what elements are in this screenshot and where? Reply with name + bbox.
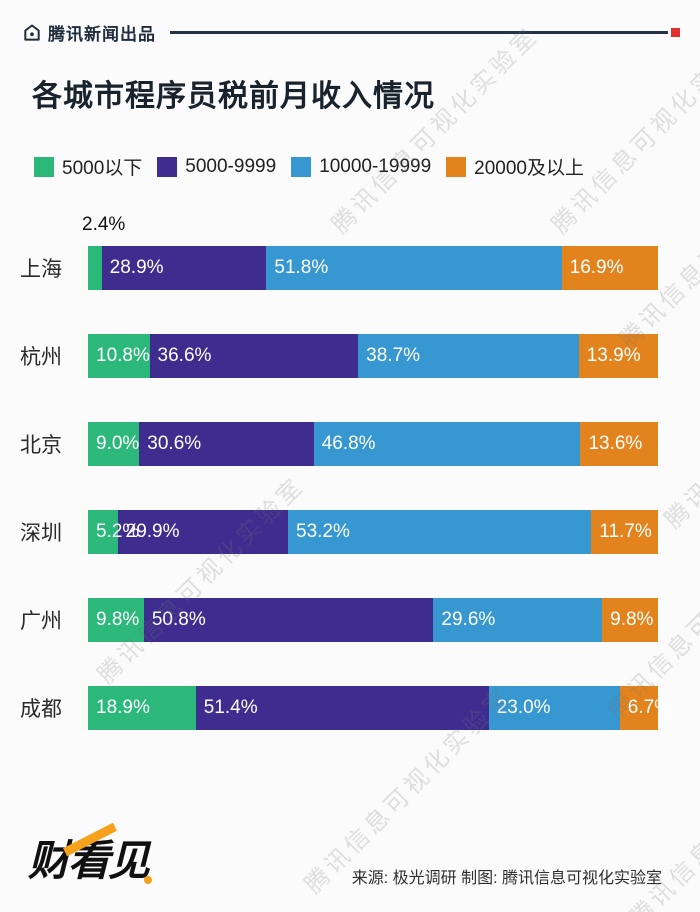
segment-label: 10.8% xyxy=(96,345,150,366)
segment-label: 6.7% xyxy=(627,697,672,718)
segment-label: 46.8% xyxy=(321,433,376,454)
legend-item: 5000以下 xyxy=(34,153,142,180)
brand-text: 腾讯新闻出品 xyxy=(48,25,156,44)
tencent-news-icon xyxy=(22,23,42,43)
watermark-text: 腾讯信息可视化实验室 xyxy=(326,21,545,240)
brand: 腾讯新闻出品 xyxy=(22,20,156,45)
city-label: 杭州 xyxy=(20,346,62,369)
legend-item: 10000-19999 xyxy=(291,156,431,178)
legend-label: 10000-19999 xyxy=(319,155,432,177)
bar-segment: 28.9% xyxy=(101,246,267,290)
segment-label: 29.6% xyxy=(441,609,496,630)
bar-segment xyxy=(88,246,102,290)
stacked-bar: 10.8% 36.6% 38.7% 13.9% xyxy=(88,334,658,378)
bar-segment: 51.8% xyxy=(266,246,562,290)
segment-label: 9.8% xyxy=(610,609,654,630)
bar-row: 北京 9.0% 30.6% 46.8% 13.6% xyxy=(0,422,700,466)
bar-segment: 13.9% xyxy=(578,334,658,378)
segment-label: 16.9% xyxy=(569,257,624,278)
bar-segment: 29.6% xyxy=(433,598,603,642)
bar-segment: 5.2% xyxy=(88,510,139,554)
segment-label: 9.0% xyxy=(96,433,140,454)
bar-segment: 16.9% xyxy=(561,246,658,290)
bar-segment: 29.9% xyxy=(117,510,289,554)
city-label: 上海 xyxy=(20,258,62,281)
segment-label: 13.9% xyxy=(586,345,641,366)
segment-label-outside: 2.4% xyxy=(82,214,126,235)
header: 腾讯新闻出品 xyxy=(0,0,700,45)
segment-label: 11.7% xyxy=(599,521,652,542)
segment-label: 50.8% xyxy=(151,609,206,630)
bar-segment: 9.8% xyxy=(88,598,144,642)
segment-label: 13.6% xyxy=(588,433,643,454)
segment-label: 9.8% xyxy=(96,609,140,630)
segment-label: 51.8% xyxy=(274,257,329,278)
logo-dot xyxy=(144,876,153,884)
page-title: 各城市程序员税前月收入情况 xyxy=(32,80,435,113)
city-label: 深圳 xyxy=(20,522,62,545)
bar-segment: 38.7% xyxy=(358,334,579,378)
segment-label: 53.2% xyxy=(296,521,350,542)
bar-row: 广州 9.8% 50.8% 29.6% 9.8% xyxy=(0,598,700,642)
footer: 财看见 来源: 极光调研 制图: 腾讯信息可视化实验室 xyxy=(28,822,662,888)
bar-segment: 36.6% xyxy=(149,334,359,378)
segment-label: 51.4% xyxy=(203,697,258,718)
legend-item: 5000-9999 xyxy=(157,156,276,178)
segment-label: 23.0% xyxy=(496,697,551,718)
bar-segment: 9.0% xyxy=(88,422,139,466)
segment-label: 28.9% xyxy=(109,257,164,278)
header-rule xyxy=(170,31,668,34)
bar-segment: 53.2% xyxy=(288,510,592,554)
bar-row: 上海 2.4% 28.9% 51.8% 16.9% xyxy=(0,214,700,290)
city-label: 成都 xyxy=(20,698,62,721)
legend-label: 5000-9999 xyxy=(185,155,277,177)
segment-label: 38.7% xyxy=(366,345,421,366)
legend: 5000以下 5000-9999 10000-19999 20000及以上 xyxy=(34,153,700,180)
bar-row: 深圳 5.2% 29.9% 53.2% 11.7% xyxy=(0,510,700,554)
stacked-bar: 18.9% 51.4% 23.0% 6.7% xyxy=(88,686,671,730)
bar-segment: 18.9% xyxy=(88,686,196,730)
legend-swatch xyxy=(446,156,467,177)
bar-segment: 11.7% xyxy=(591,510,658,554)
bar-segment: 51.4% xyxy=(195,686,489,730)
legend-item: 20000及以上 xyxy=(446,153,584,180)
segment-label: 36.6% xyxy=(157,345,212,366)
stacked-bar: 9.0% 30.6% 46.8% 13.6% xyxy=(88,422,658,466)
header-rule-end-square xyxy=(671,28,680,37)
legend-label: 5000以下 xyxy=(62,158,143,179)
segment-label: 29.9% xyxy=(125,521,180,542)
bar-segment: 23.0% xyxy=(488,686,620,730)
legend-swatch xyxy=(291,156,312,177)
source-credit: 来源: 极光调研 制图: 腾讯信息可视化实验室 xyxy=(351,870,662,887)
watermark-text: 腾讯信息可视化实验室 xyxy=(546,21,700,240)
bar-segment: 50.8% xyxy=(143,598,434,642)
bar-row: 成都 18.9% 51.4% 23.0% 6.7% xyxy=(0,686,700,730)
city-label: 北京 xyxy=(20,434,62,457)
legend-label: 20000及以上 xyxy=(474,158,584,179)
bar-segment: 9.8% xyxy=(602,598,658,642)
legend-swatch xyxy=(157,156,178,177)
bar-segment: 30.6% xyxy=(139,422,314,466)
segment-label: 5.2% xyxy=(96,521,140,542)
caikanjian-logo: 财看见 xyxy=(28,822,153,888)
bar-segment: 10.8% xyxy=(88,334,150,378)
segment-label: 30.6% xyxy=(147,433,202,454)
city-label: 广州 xyxy=(20,610,62,633)
bar-segment: 13.6% xyxy=(580,422,658,466)
stacked-bar: 2.4% 28.9% 51.8% 16.9% xyxy=(82,214,658,290)
legend-swatch xyxy=(34,156,54,177)
stacked-bar: 9.8% 50.8% 29.6% 9.8% xyxy=(88,598,658,642)
bar-row: 杭州 10.8% 36.6% 38.7% 13.9% xyxy=(0,334,700,378)
stacked-bar-chart: 上海 2.4% 28.9% 51.8% 16.9% 杭州 10.8% 36.6% 38.7% 13… xyxy=(0,214,700,730)
bar-segment: 6.7% xyxy=(619,686,671,730)
stacked-bar: 5.2% 29.9% 53.2% 11.7% xyxy=(88,510,658,554)
segment-label: 18.9% xyxy=(96,697,150,718)
bar-segment: 46.8% xyxy=(313,422,581,466)
